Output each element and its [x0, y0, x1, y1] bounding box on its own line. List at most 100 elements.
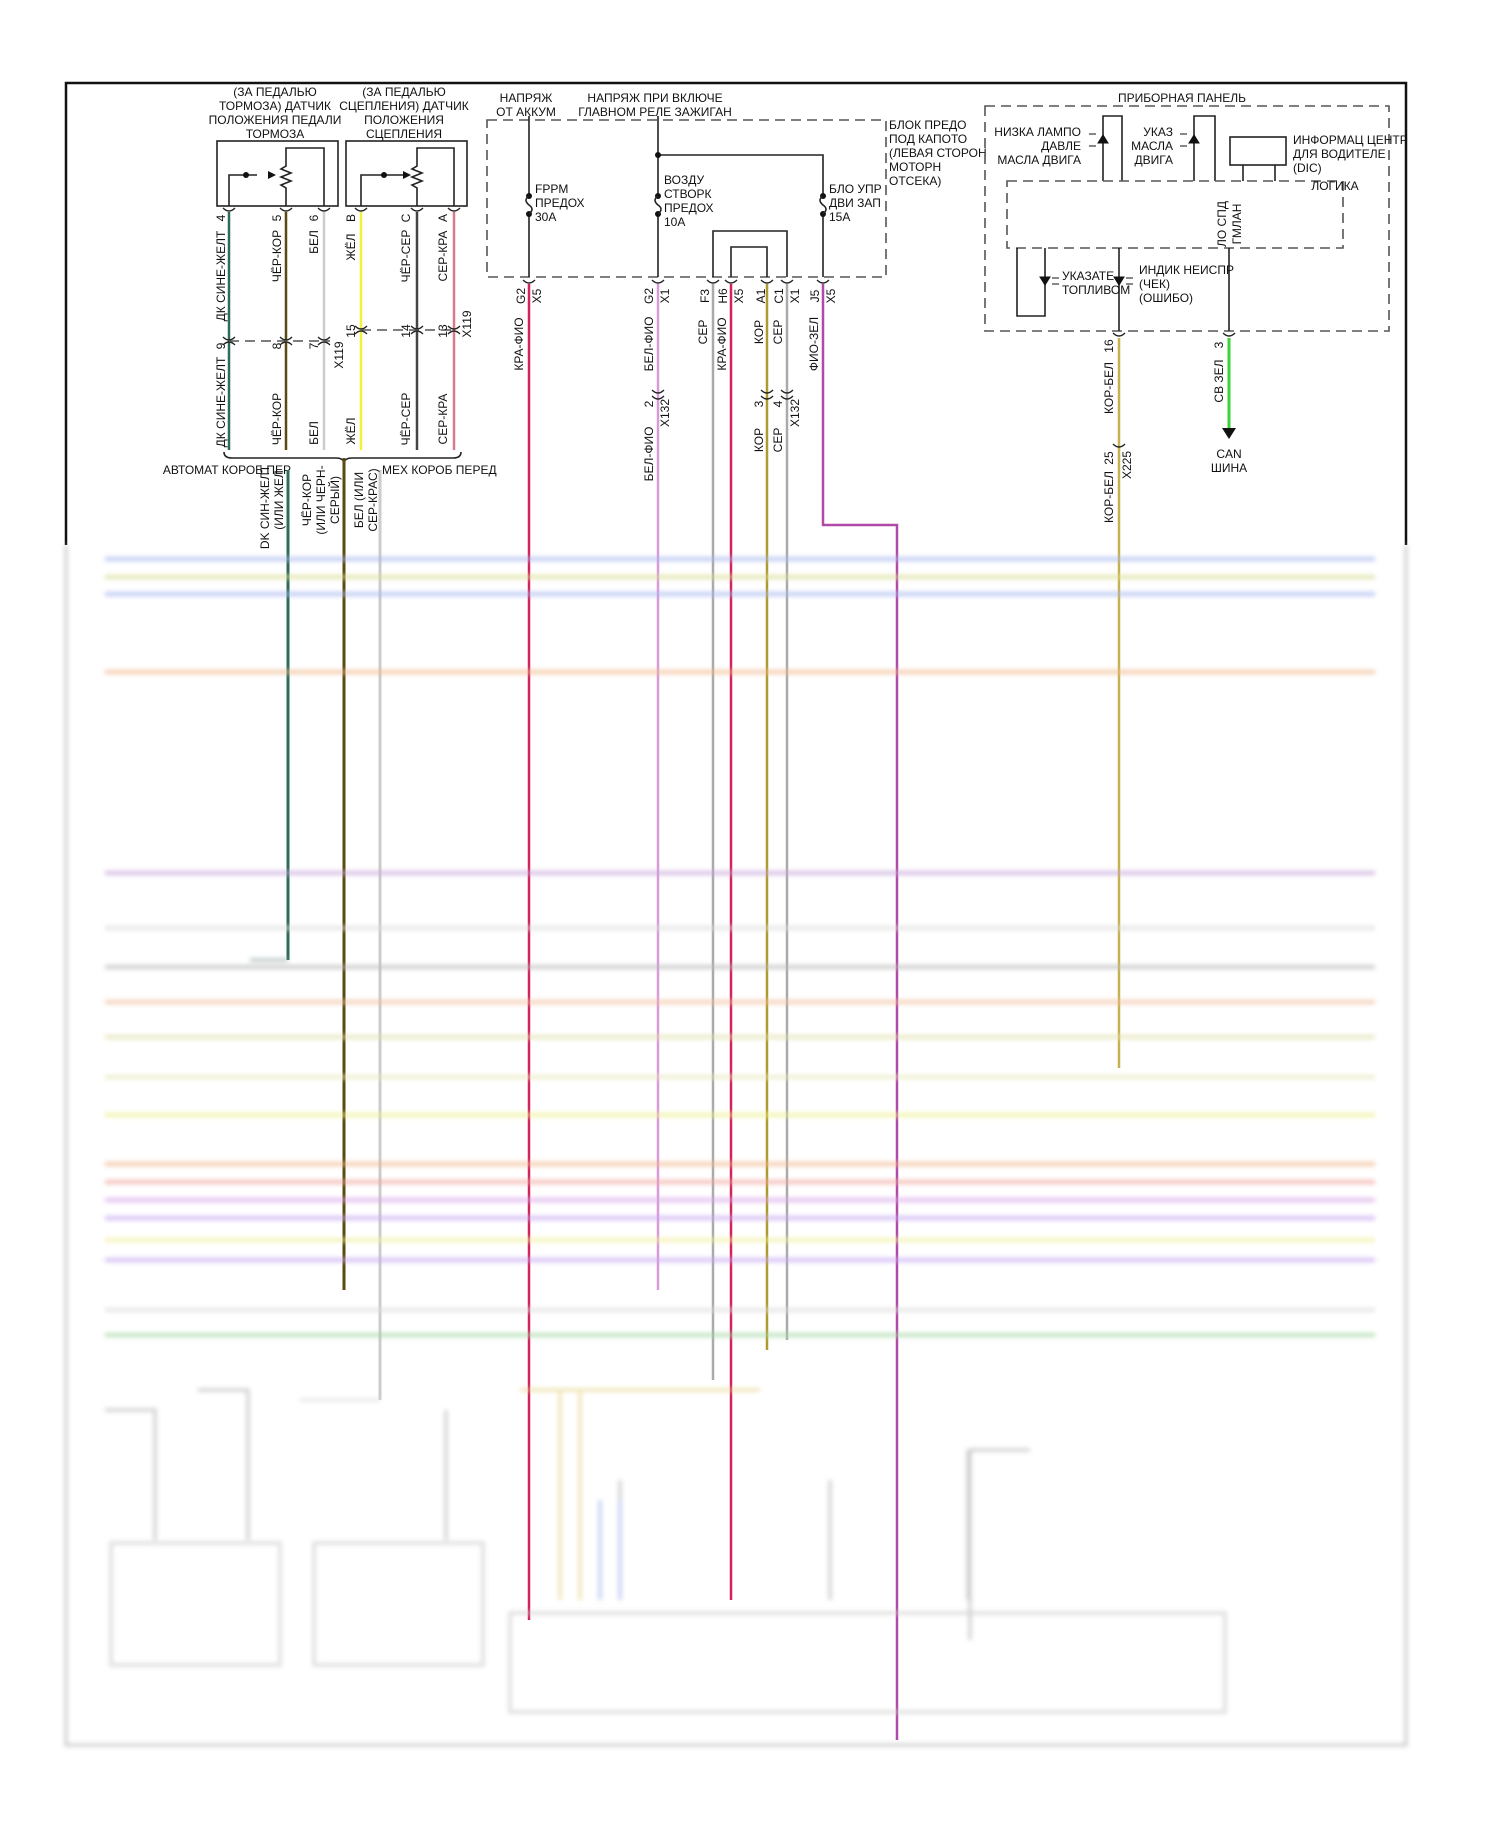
svg-text:(ЗА ПЕДАЛЬЮ: (ЗА ПЕДАЛЬЮ	[362, 85, 445, 99]
connector-pin	[279, 336, 293, 346]
svg-text:30A: 30A	[535, 210, 556, 224]
svg-text:4: 4	[771, 400, 785, 407]
svg-text:ФИО-ЗЕЛ: ФИО-ЗЕЛ	[807, 317, 821, 371]
connector-pin	[222, 207, 236, 212]
svg-text:13: 13	[436, 324, 450, 338]
connector-pin	[317, 336, 331, 346]
svg-text:БЛО УПР: БЛО УПР	[829, 182, 882, 196]
svg-text:МАСЛА ДВИГА: МАСЛА ДВИГА	[997, 153, 1081, 167]
svg-text:СТВОРК: СТВОРК	[664, 187, 712, 201]
brake-pedal-sensor	[216, 140, 339, 207]
svg-text:2: 2	[642, 400, 656, 407]
svg-text:ИНДИК НЕИСПР: ИНДИК НЕИСПР	[1139, 263, 1234, 277]
clutch-sensor-title: (ЗА ПЕДАЛЬЮ СЦЕПЛЕНИЯ) ДАТЧИК ПОЛОЖЕНИЯ …	[339, 85, 468, 141]
svg-text:J5: J5	[808, 289, 822, 302]
svg-text:X5: X5	[732, 288, 746, 303]
svg-text:15: 15	[344, 324, 358, 338]
svg-text:4: 4	[214, 214, 228, 221]
svg-text:FPPM: FPPM	[535, 182, 568, 196]
connector-pin	[760, 389, 774, 400]
svg-text:СЕР-КРА: СЕР-КРА	[436, 394, 450, 445]
svg-text:ПРИБОРНАЯ ПАНЕЛЬ: ПРИБОРНАЯ ПАНЕЛЬ	[1118, 91, 1246, 105]
svg-text:НАПРЯЖ ПРИ ВКЛЮЧЕ: НАПРЯЖ ПРИ ВКЛЮЧЕ	[587, 91, 722, 105]
svg-text:КРА-ФИО: КРА-ФИО	[512, 317, 526, 370]
svg-text:ГЛАВНОМ РЕЛЕ ЗАЖИГАН: ГЛАВНОМ РЕЛЕ ЗАЖИГАН	[578, 105, 732, 119]
clutch-position-sensor	[345, 140, 468, 207]
underhood-fuse-block: НАПРЯЖ ОТ АККУМ НАПРЯЖ ПРИ ВКЛЮЧЕ ГЛАВНО…	[486, 91, 987, 278]
diagram-frame	[64, 81, 1408, 545]
potentiometer-icon	[268, 171, 276, 179]
potentiometer-icon	[403, 171, 411, 179]
svg-text:МАСЛА: МАСЛА	[1131, 139, 1173, 153]
svg-text:X119: X119	[460, 310, 474, 337]
svg-text:X1: X1	[658, 288, 672, 303]
connector-pin	[522, 279, 536, 284]
wire	[821, 284, 899, 1740]
svg-text:СЦЕПЛЕНИЯ) ДАТЧИК: СЦЕПЛЕНИЯ) ДАТЧИК	[339, 99, 468, 113]
svg-text:СЕР: СЕР	[771, 320, 785, 345]
svg-text:СЦЕПЛЕНИЯ: СЦЕПЛЕНИЯ	[366, 127, 442, 141]
blurred-lower-section	[64, 545, 1408, 1747]
svg-text:КОР: КОР	[752, 428, 766, 452]
svg-text:НАПРЯЖ: НАПРЯЖ	[500, 91, 553, 105]
svg-text:ТОРМОЗА) ДАТЧИК: ТОРМОЗА) ДАТЧИК	[219, 99, 331, 113]
svg-text:ПРЕДОХ: ПРЕДОХ	[664, 201, 714, 215]
svg-text:3: 3	[752, 400, 766, 407]
connector-pin	[724, 279, 738, 284]
svg-text:10A: 10A	[664, 215, 685, 229]
svg-text:A: A	[436, 214, 450, 222]
svg-text:(ЗА ПЕДАЛЬЮ: (ЗА ПЕДАЛЬЮ	[233, 85, 316, 99]
svg-text:G2: G2	[642, 288, 656, 304]
svg-text:КОР-БЕЛ: КОР-БЕЛ	[1102, 362, 1116, 414]
svg-text:9: 9	[214, 342, 228, 349]
arrow-down-icon	[1222, 428, 1236, 439]
svg-text:ДВИ ЗАП: ДВИ ЗАП	[829, 196, 881, 210]
svg-text:БЛОК ПРЕДО: БЛОК ПРЕДО	[889, 118, 967, 132]
led-icon	[1039, 276, 1059, 286]
svg-text:ШИНА: ШИНА	[1211, 461, 1247, 475]
svg-text:ПОЛОЖЕНИЯ: ПОЛОЖЕНИЯ	[364, 113, 444, 127]
connector-pin	[780, 279, 794, 284]
svg-text:G2: G2	[514, 288, 528, 304]
svg-text:КОР: КОР	[752, 320, 766, 344]
svg-text:ДК СИНЕ-ЖЕЛТ: ДК СИНЕ-ЖЕЛТ	[214, 356, 228, 447]
svg-text:СЕР: СЕР	[696, 320, 710, 345]
svg-text:ГМЛАН: ГМЛАН	[1230, 204, 1244, 245]
connector-pin	[354, 207, 368, 212]
svg-text:БЕЛ-ФИО: БЕЛ-ФИО	[642, 317, 656, 372]
svg-text:H6: H6	[716, 288, 730, 304]
svg-text:ОТ АККУМ: ОТ АККУМ	[496, 105, 556, 119]
instrument-panel: ПРИБОРНАЯ ПАНЕЛЬ НИЗКА ЛАМПО ДАВЛЕ МАСЛА…	[984, 90, 1408, 332]
instrument-panel-wires: 16 КОР-БЕЛ 25 X225 КОР-БЕЛ 3 СВ ЗЕЛ CAN …	[1102, 332, 1247, 1068]
connector-pin	[317, 207, 331, 212]
svg-text:ЖЁЛ: ЖЁЛ	[344, 234, 358, 261]
svg-text:5: 5	[270, 214, 284, 221]
connector-pin	[279, 207, 293, 212]
svg-text:3: 3	[1212, 341, 1226, 348]
svg-text:МОТОРН: МОТОРН	[889, 160, 941, 174]
svg-text:СЕРЫЙ): СЕРЫЙ)	[327, 476, 342, 524]
dic-display	[1229, 136, 1287, 166]
svg-text:(ИЛИ ЧЕРН-: (ИЛИ ЧЕРН-	[314, 465, 328, 534]
connector-pin	[222, 336, 236, 346]
svg-text:X132: X132	[658, 399, 672, 427]
svg-text:ТОПЛИВОМ: ТОПЛИВОМ	[1062, 283, 1130, 297]
svg-text:УКАЗ: УКАЗ	[1143, 125, 1173, 139]
svg-text:КРА-ФИО: КРА-ФИО	[715, 317, 729, 370]
connector-pin	[651, 279, 665, 284]
svg-text:БЕЛ: БЕЛ	[307, 421, 321, 445]
svg-text:ЧЁР-СЕР: ЧЁР-СЕР	[399, 393, 413, 446]
connector-pin	[780, 389, 794, 400]
led-icon	[1113, 276, 1133, 286]
connector-pin	[410, 325, 424, 335]
svg-text:X1: X1	[788, 288, 802, 303]
connector-pin	[447, 325, 461, 335]
connector-pin	[354, 325, 368, 335]
svg-text:ЛОГИКА: ЛОГИКА	[1311, 179, 1358, 193]
svg-text:ДАВЛЕ: ДАВЛЕ	[1041, 139, 1081, 153]
connector-pin	[816, 279, 830, 284]
connector-pin	[760, 279, 774, 284]
svg-text:8: 8	[270, 342, 284, 349]
svg-text:ЧЁР-КОР: ЧЁР-КОР	[300, 474, 314, 526]
